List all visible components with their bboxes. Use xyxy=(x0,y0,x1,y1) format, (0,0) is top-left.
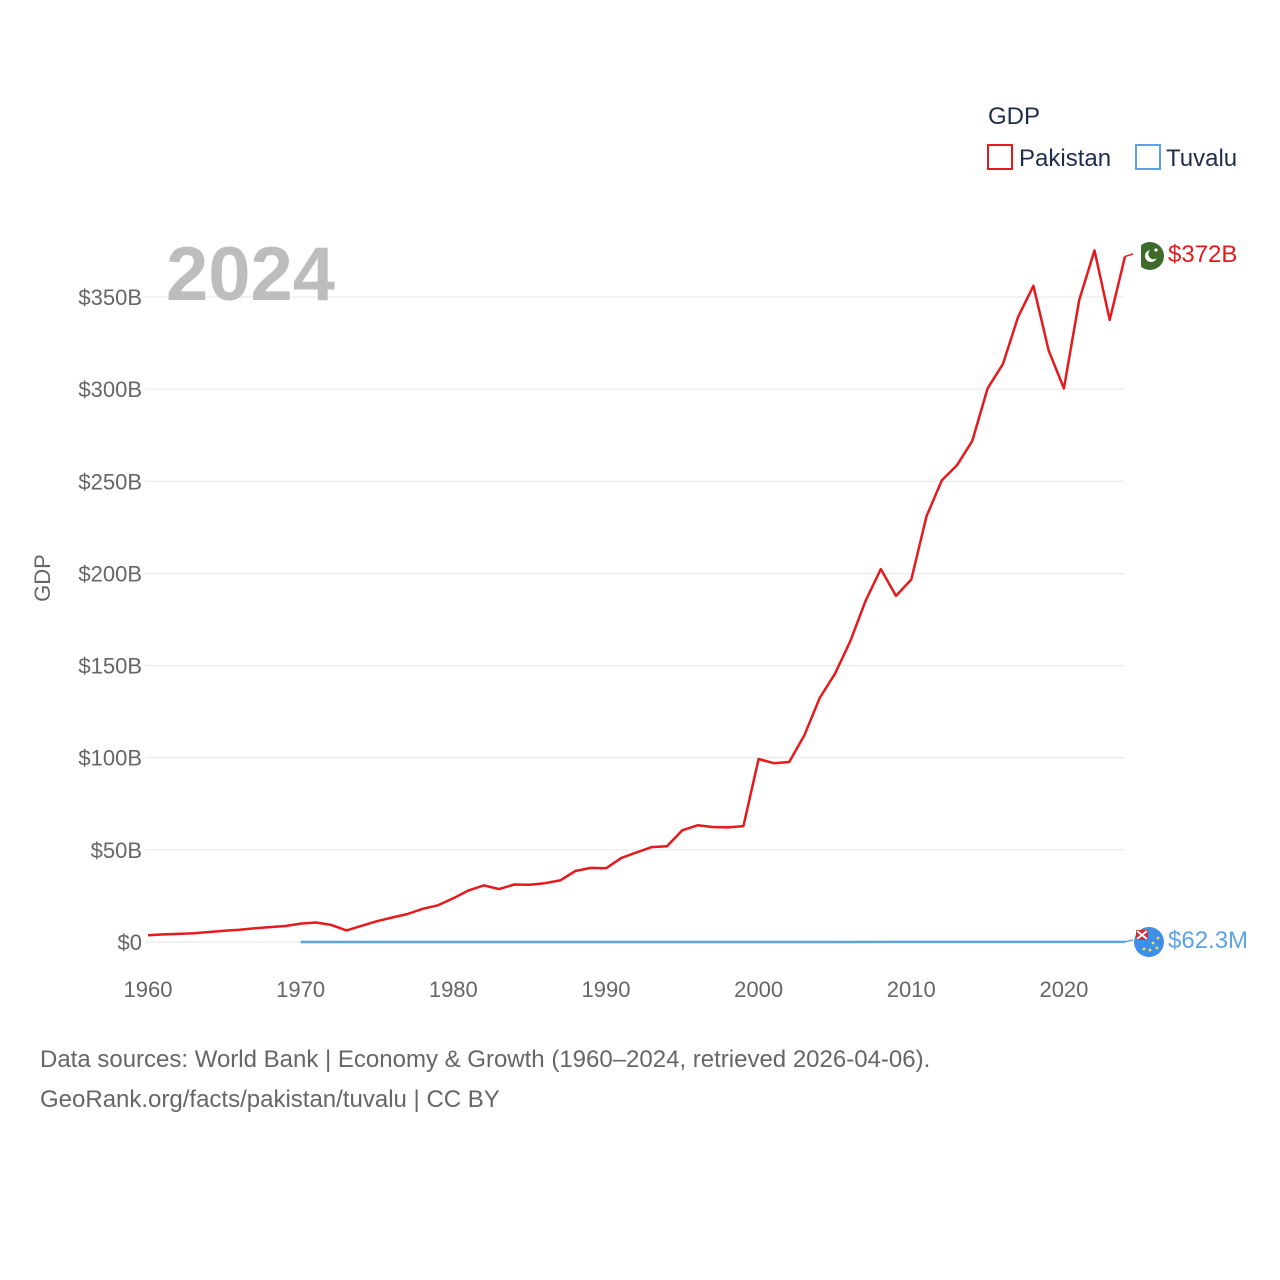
y-axis-title: GDP xyxy=(30,554,55,602)
legend-title: GDP xyxy=(988,103,1040,130)
legend-item-pakistan[interactable]: Pakistan xyxy=(987,144,1111,172)
y-axis: $0 $50B $100B $150B $200B $250B $300B $350B xyxy=(78,285,142,955)
x-axis: 1960 1970 1980 1990 2000 2010 2020 xyxy=(124,977,1089,1002)
x-tick-label: 2010 xyxy=(887,977,936,1002)
series-lines xyxy=(147,249,1127,944)
tuvalu-flag-icon xyxy=(1134,927,1164,957)
end-value-label-pakistan: $372B xyxy=(1168,241,1237,268)
legend: GDP Pakistan Tuvalu xyxy=(987,103,1237,172)
data-sources-text: Data sources: World Bank | Economy & Gro… xyxy=(40,1046,931,1073)
legend-label-tuvalu: Tuvalu xyxy=(1166,145,1237,172)
y-tick-label: $50B xyxy=(91,838,142,863)
end-connector-tuvalu xyxy=(1124,939,1134,943)
legend-item-tuvalu[interactable]: Tuvalu xyxy=(1135,144,1237,172)
x-tick-label: 1990 xyxy=(581,977,630,1002)
series-line-pakistan[interactable] xyxy=(147,249,1127,937)
footer: Data sources: World Bank | Economy & Gro… xyxy=(40,1040,930,1120)
x-tick-label: 1960 xyxy=(124,977,173,1002)
year-label: 2024 xyxy=(166,232,335,317)
y-tick-label: $300B xyxy=(78,377,142,402)
legend-swatch-tuvalu xyxy=(1135,144,1161,170)
attribution-text: GeoRank.org/facts/pakistan/tuvalu | CC B… xyxy=(40,1086,500,1113)
legend-label-pakistan: Pakistan xyxy=(1019,145,1111,172)
x-tick-label: 1980 xyxy=(429,977,478,1002)
x-tick-label: 2000 xyxy=(734,977,783,1002)
y-tick-label: $250B xyxy=(78,469,142,494)
y-tick-label: $200B xyxy=(78,561,142,586)
end-connector-pakistan xyxy=(1124,253,1134,258)
y-tick-label: $0 xyxy=(118,930,142,955)
y-tick-label: $350B xyxy=(78,285,142,310)
y-tick-label: $100B xyxy=(78,746,142,771)
x-tick-label: 1970 xyxy=(276,977,325,1002)
y-tick-label: $150B xyxy=(78,654,142,679)
pakistan-flag-icon xyxy=(1136,242,1164,270)
end-value-label-tuvalu: $62.3M xyxy=(1168,927,1248,954)
x-tick-label: 2020 xyxy=(1039,977,1088,1002)
grid-lines xyxy=(145,296,1124,943)
legend-swatch-pakistan xyxy=(987,144,1013,170)
end-markers: $372B $62.3M xyxy=(1124,241,1248,957)
